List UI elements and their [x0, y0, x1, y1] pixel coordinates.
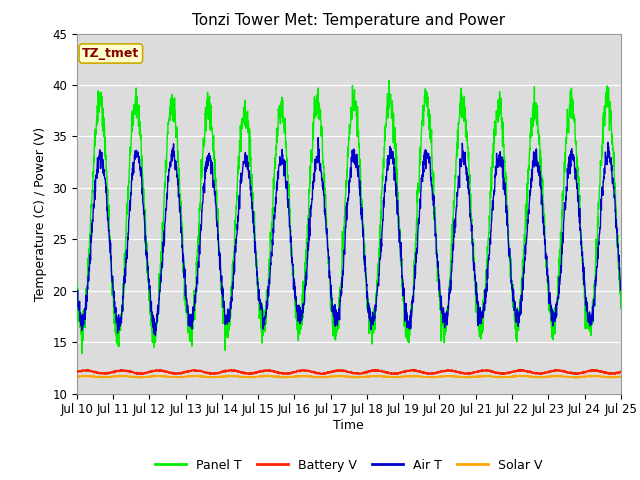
Solar V	[365, 373, 372, 379]
Text: TZ_tmet: TZ_tmet	[82, 47, 140, 60]
Air T	[617, 285, 625, 290]
Battery V	[365, 369, 372, 374]
Battery V	[584, 369, 592, 374]
Line: Battery V: Battery V	[77, 370, 621, 374]
Solar V	[265, 372, 273, 378]
Line: Panel T: Panel T	[77, 80, 621, 353]
Battery V	[225, 368, 232, 373]
Battery V	[507, 370, 515, 375]
Battery V	[569, 371, 577, 376]
Air T	[73, 289, 81, 295]
Solar V	[584, 373, 592, 379]
Air T	[152, 333, 159, 338]
Battery V	[617, 369, 625, 374]
Air T	[365, 304, 372, 310]
Panel T	[365, 302, 372, 308]
Battery V	[410, 367, 417, 372]
Solar V	[508, 374, 515, 380]
Air T	[570, 156, 577, 161]
Solar V	[73, 374, 81, 380]
Air T	[584, 319, 592, 324]
Air T	[508, 279, 515, 285]
Legend: Panel T, Battery V, Air T, Solar V: Panel T, Battery V, Air T, Solar V	[150, 454, 548, 477]
Line: Solar V: Solar V	[77, 375, 621, 378]
Panel T	[376, 230, 384, 236]
Panel T	[584, 319, 592, 324]
Air T	[377, 254, 385, 260]
Solar V	[570, 374, 577, 380]
Air T	[225, 308, 232, 313]
Panel T	[570, 98, 577, 104]
Solar V	[617, 373, 625, 379]
Title: Tonzi Tower Met: Temperature and Power: Tonzi Tower Met: Temperature and Power	[192, 13, 506, 28]
Panel T	[508, 281, 515, 287]
Air T	[314, 135, 322, 141]
Battery V	[573, 372, 581, 377]
Panel T	[617, 305, 625, 311]
Panel T	[225, 316, 232, 322]
Panel T	[78, 350, 86, 356]
Solar V	[135, 375, 143, 381]
Line: Air T: Air T	[77, 138, 621, 336]
Panel T	[385, 77, 393, 83]
Y-axis label: Temperature (C) / Power (V): Temperature (C) / Power (V)	[34, 127, 47, 300]
Battery V	[376, 368, 384, 374]
Solar V	[225, 373, 232, 379]
X-axis label: Time: Time	[333, 419, 364, 432]
Battery V	[73, 369, 81, 375]
Solar V	[377, 373, 385, 379]
Panel T	[73, 279, 81, 285]
